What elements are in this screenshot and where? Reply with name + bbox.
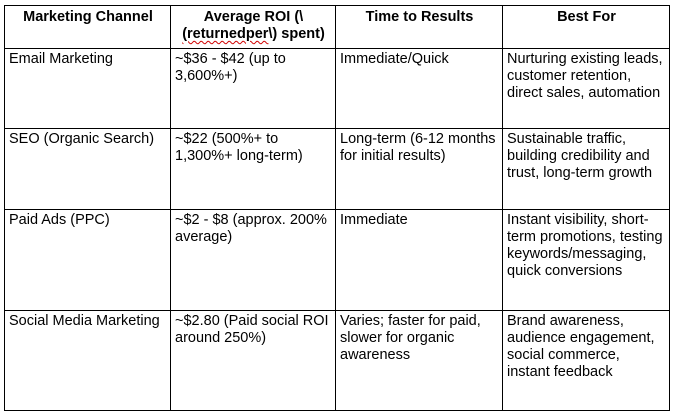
cell-best-for[interactable]: Instant visibility, short-term promotion… [502,209,670,311]
header-best-for[interactable]: Best For [502,5,670,49]
header-marketing-channel[interactable]: Marketing Channel [4,5,171,49]
cell-channel[interactable]: Email Marketing [4,48,171,129]
header-roi-text-2: \) spent) [268,26,325,42]
cell-time[interactable]: Varies; faster for paid, slower for orga… [335,310,503,411]
table-row: Email Marketing ~$36 - $42 (up to 3,600%… [4,48,670,129]
cell-roi[interactable]: ~$2.80 (Paid social ROI around 250%) [170,310,336,411]
header-roi-text-1: Average ROI (\ [203,9,304,25]
table-row: SEO (Organic Search) ~$22 (500%+ to 1,30… [4,128,670,210]
cell-roi[interactable]: ~$22 (500%+ to 1,300%+ long-term) [170,128,336,210]
table-row: Paid Ads (PPC) ~$2 - $8 (approx. 200% av… [4,209,670,311]
cell-roi[interactable]: ~$36 - $42 (up to 3,600%+) [170,48,336,129]
header-average-roi[interactable]: Average ROI (\ (returnedper\) spent) [170,5,336,49]
cell-channel[interactable]: Social Media Marketing [4,310,171,411]
cell-time[interactable]: Immediate [335,209,503,311]
header-row: Marketing Channel Average ROI (\ (return… [4,5,670,49]
cell-channel[interactable]: SEO (Organic Search) [4,128,171,210]
spellcheck-flagged-word[interactable]: (returnedper [182,26,269,42]
marketing-roi-table: Marketing Channel Average ROI (\ (return… [4,5,670,411]
cell-time[interactable]: Long-term (6-12 months for initial resul… [335,128,503,210]
cell-best-for[interactable]: Nurturing existing leads, customer reten… [502,48,670,129]
table-row: Social Media Marketing ~$2.80 (Paid soci… [4,310,670,411]
cell-time[interactable]: Immediate/Quick [335,48,503,129]
cell-channel[interactable]: Paid Ads (PPC) [4,209,171,311]
header-time-to-results[interactable]: Time to Results [335,5,503,49]
cell-best-for[interactable]: Sustainable traffic, building credibilit… [502,128,670,210]
cell-best-for[interactable]: Brand awareness, audience engagement, so… [502,310,670,411]
cell-roi[interactable]: ~$2 - $8 (approx. 200% average) [170,209,336,311]
